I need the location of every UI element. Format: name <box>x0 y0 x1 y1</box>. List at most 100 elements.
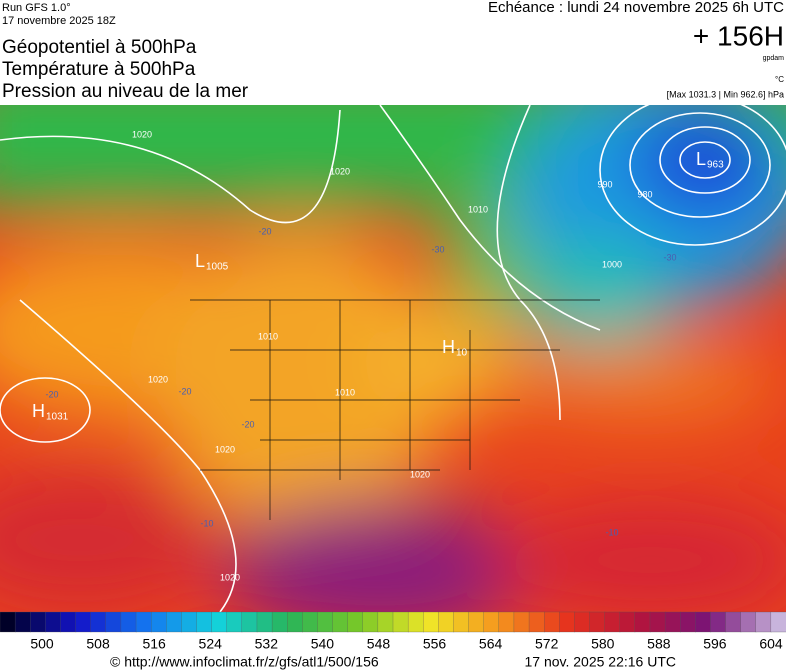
isobar-label: 980 <box>637 189 652 199</box>
colorbar-swatch <box>75 611 92 633</box>
colorbar-swatch <box>498 611 515 633</box>
colorbar-swatch <box>135 611 152 633</box>
isobar-label: 990 <box>597 179 612 189</box>
colorbar-swatch <box>256 611 273 633</box>
colorbar-swatch <box>649 611 666 633</box>
colorbar-swatch <box>725 611 742 633</box>
colorbar-swatch <box>151 611 167 633</box>
isobar-label: 1020 <box>410 469 430 479</box>
colorbar-swatch <box>271 611 288 633</box>
colorbar-swatch <box>634 611 651 633</box>
title: Température à 500hPa <box>2 59 196 80</box>
isobar-label: 1010 <box>258 331 278 341</box>
isobar-label: 1010 <box>335 387 355 397</box>
colorbar-swatch <box>287 611 303 633</box>
temperature-label: -20 <box>178 386 191 396</box>
colorbar-swatch <box>710 611 727 633</box>
temperature-label: -20 <box>45 389 58 399</box>
colorbar-swatch <box>680 611 696 633</box>
colorbar-swatch <box>392 611 409 633</box>
title: Géopotentiel à 500hPa <box>2 37 197 58</box>
isobar-label: 1020 <box>148 374 168 384</box>
isobar-label: 1020 <box>330 166 350 176</box>
pressure-symbol: L <box>696 149 706 169</box>
temperature-label: -10 <box>605 527 618 537</box>
colorbar-swatch <box>377 611 394 633</box>
colorbar-swatch <box>90 611 107 633</box>
colorbar-tick-label: 532 <box>255 636 279 652</box>
colorbar-tick-label: 500 <box>30 636 54 652</box>
colorbar-tick-label: 580 <box>591 636 615 652</box>
colorbar-swatch <box>544 611 560 633</box>
colorbar-swatch <box>513 611 530 633</box>
colorbar-swatch <box>332 611 349 633</box>
colorbar-swatch <box>468 611 485 633</box>
colorbar-swatch <box>574 611 591 633</box>
colorbar-swatch <box>347 611 364 633</box>
colorbar-swatch <box>619 611 636 633</box>
colorbar-swatch <box>120 611 137 633</box>
colorbar-swatch <box>60 611 77 633</box>
pressure-symbol: L <box>195 251 205 271</box>
colorbar-tick-label: 524 <box>199 636 223 652</box>
colorbar-tick-label: 572 <box>535 636 559 652</box>
unit-geopotential: gpdam <box>763 55 785 62</box>
colorbar-swatch <box>0 611 16 633</box>
isobar-label: 1010 <box>468 204 488 214</box>
colorbar-swatch <box>438 611 455 633</box>
temperature-label: -10 <box>200 518 213 528</box>
colorbar-tick-label: 604 <box>759 636 783 652</box>
colorbar-swatch <box>423 611 439 633</box>
colorbar-swatch <box>105 611 122 633</box>
temperature-label: -20 <box>241 419 254 429</box>
pressure-symbol: H <box>442 337 455 357</box>
colorbar-swatch <box>770 611 786 633</box>
colorbar-swatch <box>483 611 500 633</box>
colorbar-swatch <box>30 611 46 633</box>
colorbar-swatch <box>196 611 213 633</box>
colorbar-tick-label: 548 <box>367 636 391 652</box>
colorbar-swatch <box>241 611 258 633</box>
colorbar-swatch <box>166 611 183 633</box>
unit-temperature: °C <box>775 75 784 84</box>
temperature-label: -30 <box>431 244 444 254</box>
isobar-label: 1020 <box>220 572 240 582</box>
isobar-label: 1020 <box>132 129 152 139</box>
map-field <box>0 105 786 612</box>
run-date: 17 novembre 2025 18Z <box>2 15 116 27</box>
colorbar-tick-label: 596 <box>703 636 727 652</box>
isobar-label: 1000 <box>602 259 622 269</box>
colorbar: 500 508 516 524 532 540 548 556 564 572 580 588 596 6… <box>0 611 786 652</box>
pressure-value: 1005 <box>206 262 229 273</box>
source-url: © http://www.infoclimat.fr/z/gfs/atl1/50… <box>110 654 379 670</box>
run: Run GFS 1.0° <box>2 2 71 14</box>
colorbar-swatch <box>181 611 198 633</box>
colorbar-tick-label: 508 <box>86 636 110 652</box>
colorbar-swatch <box>604 611 621 633</box>
colorbar-swatch <box>317 611 334 633</box>
colorbar-tick-label: 516 <box>142 636 166 652</box>
colorbar-tick-label: 540 <box>311 636 335 652</box>
pressure-value: 1031 <box>46 412 69 423</box>
pressure-symbol: H <box>32 401 45 421</box>
colorbar-swatch <box>589 611 606 633</box>
echeance: Echéance : lundi 24 novembre 2025 6h UTC <box>488 0 784 16</box>
colorbar-swatch <box>664 611 681 633</box>
colorbar-swatch <box>226 611 243 633</box>
isobar-label: 1020 <box>215 444 235 454</box>
colorbar-swatch <box>362 611 379 633</box>
colorbar-swatch <box>755 611 772 633</box>
extremes: [Max 1031.3 | Min 962.6] hPa <box>667 89 784 99</box>
colorbar-swatch <box>453 611 470 633</box>
colorbar-swatch <box>528 611 545 633</box>
colorbar-tick-label: 588 <box>647 636 671 652</box>
title: Pression au niveau de la mer <box>2 81 249 102</box>
temperature-label: -20 <box>258 226 271 236</box>
colorbar-swatch <box>14 611 31 633</box>
pressure-value: 10 <box>456 348 468 359</box>
timestamp: 17 nov. 2025 22:16 UTC <box>524 654 676 670</box>
colorbar-swatch <box>740 611 757 633</box>
temperature-label: -30 <box>663 252 676 262</box>
colorbar-tick-label: 556 <box>423 636 447 652</box>
